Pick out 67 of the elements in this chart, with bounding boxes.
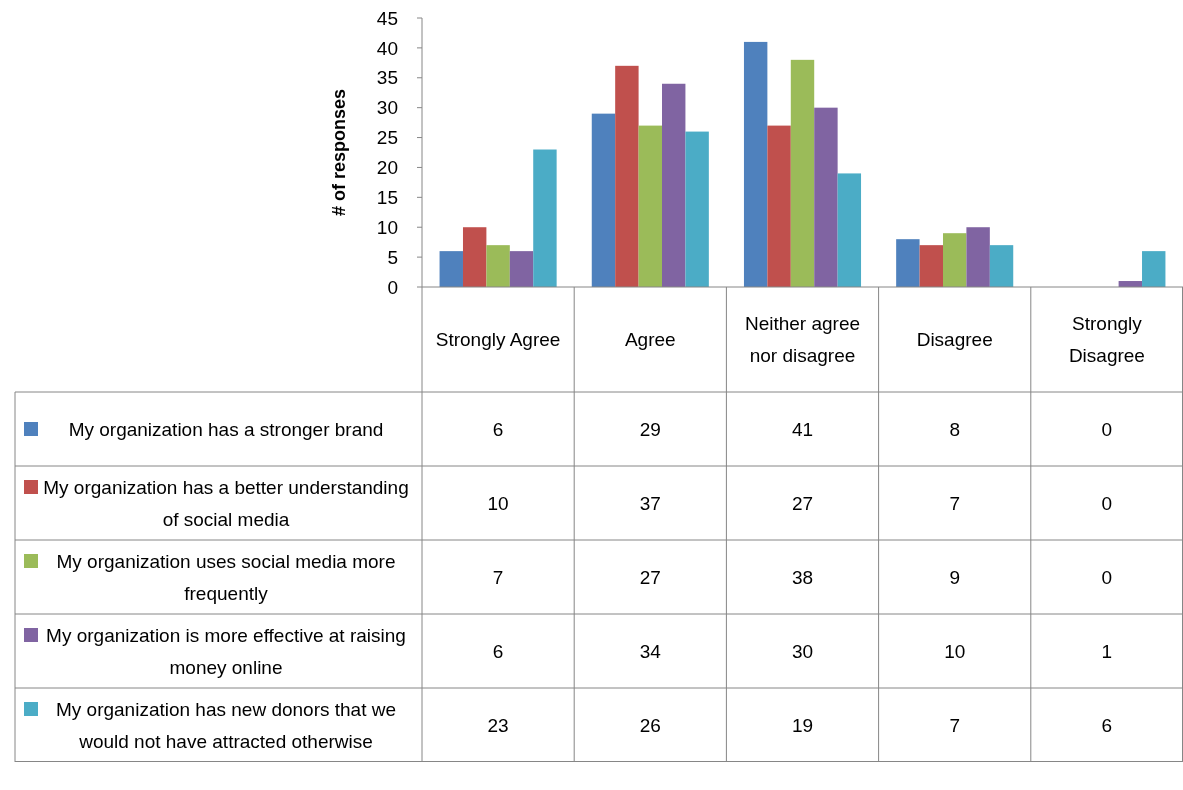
y-tick-label: 40	[376, 37, 398, 59]
data-label: 7	[949, 714, 960, 736]
bar	[743, 41, 768, 287]
legend-label: My organization is more effective at raising money online	[46, 624, 406, 678]
data-label: 34	[639, 640, 662, 662]
bar	[638, 125, 663, 287]
y-tick-label: 20	[376, 157, 398, 179]
y-tick-label: 0	[387, 276, 398, 298]
data-label: 6	[492, 640, 504, 662]
data-label: 30	[791, 640, 814, 662]
data-label: 0	[1101, 566, 1113, 588]
data-label: 41	[791, 418, 814, 440]
bar	[533, 149, 557, 287]
data-label: 8	[949, 418, 960, 440]
data-label: 0	[1101, 492, 1113, 514]
bar	[662, 83, 686, 287]
legend-label: My organization has a better understanding of social media	[43, 476, 409, 530]
y-tick-label: 25	[376, 127, 398, 149]
legend-label: My organization has new donors that we would not have attracted otherwise	[55, 698, 397, 752]
data-label: 6	[1101, 714, 1113, 736]
data-label: 26	[639, 714, 661, 736]
bar	[439, 251, 463, 287]
bar	[462, 227, 487, 287]
legend-label: My organization has a stronger brand	[68, 418, 384, 440]
y-tick-label: 35	[376, 67, 398, 89]
data-label: 38	[791, 566, 814, 588]
y-tick-label: 15	[376, 186, 398, 208]
data-label: 7	[949, 492, 960, 514]
legend-label: My organization uses social media more frequently	[56, 550, 396, 604]
data-label: 6	[492, 418, 504, 440]
data-label: 7	[492, 566, 504, 588]
data-label: 1	[1101, 640, 1113, 662]
y-tick-label: 5	[387, 246, 398, 268]
x-tick-label: Strongly Disagree	[1068, 313, 1145, 367]
bar	[1142, 251, 1166, 287]
bar	[615, 65, 639, 287]
data-label: 29	[639, 418, 661, 440]
data-label: 9	[949, 566, 960, 588]
data-label: 27	[791, 492, 814, 514]
x-tick-label: Agree	[624, 329, 676, 351]
y-tick-label: 45	[376, 7, 398, 29]
bar	[790, 59, 815, 287]
x-tick-label: Strongly Agree	[435, 329, 561, 351]
data-label: 23	[487, 714, 509, 736]
x-tick-label: Disagree	[916, 329, 993, 351]
data-label: 0	[1101, 418, 1113, 440]
bar	[685, 131, 709, 287]
data-label: 27	[639, 566, 661, 588]
bar	[509, 251, 534, 287]
bar	[989, 245, 1014, 287]
bar	[896, 239, 920, 287]
bar	[966, 227, 990, 287]
bar	[919, 245, 943, 287]
y-axis-title: # of responses	[329, 88, 349, 217]
data-label: 10	[944, 640, 966, 662]
data-label: 19	[791, 714, 814, 736]
y-tick-label: 30	[376, 97, 398, 119]
data-label: 10	[487, 492, 509, 514]
bar	[486, 245, 510, 287]
bar	[767, 125, 791, 287]
bar	[837, 173, 862, 287]
data-label: 37	[639, 492, 661, 514]
y-tick-label: 10	[376, 216, 398, 238]
bar	[814, 107, 838, 287]
bar	[591, 113, 616, 287]
x-tick-label: Neither agree nor disagree	[744, 313, 861, 367]
bar	[942, 233, 967, 287]
